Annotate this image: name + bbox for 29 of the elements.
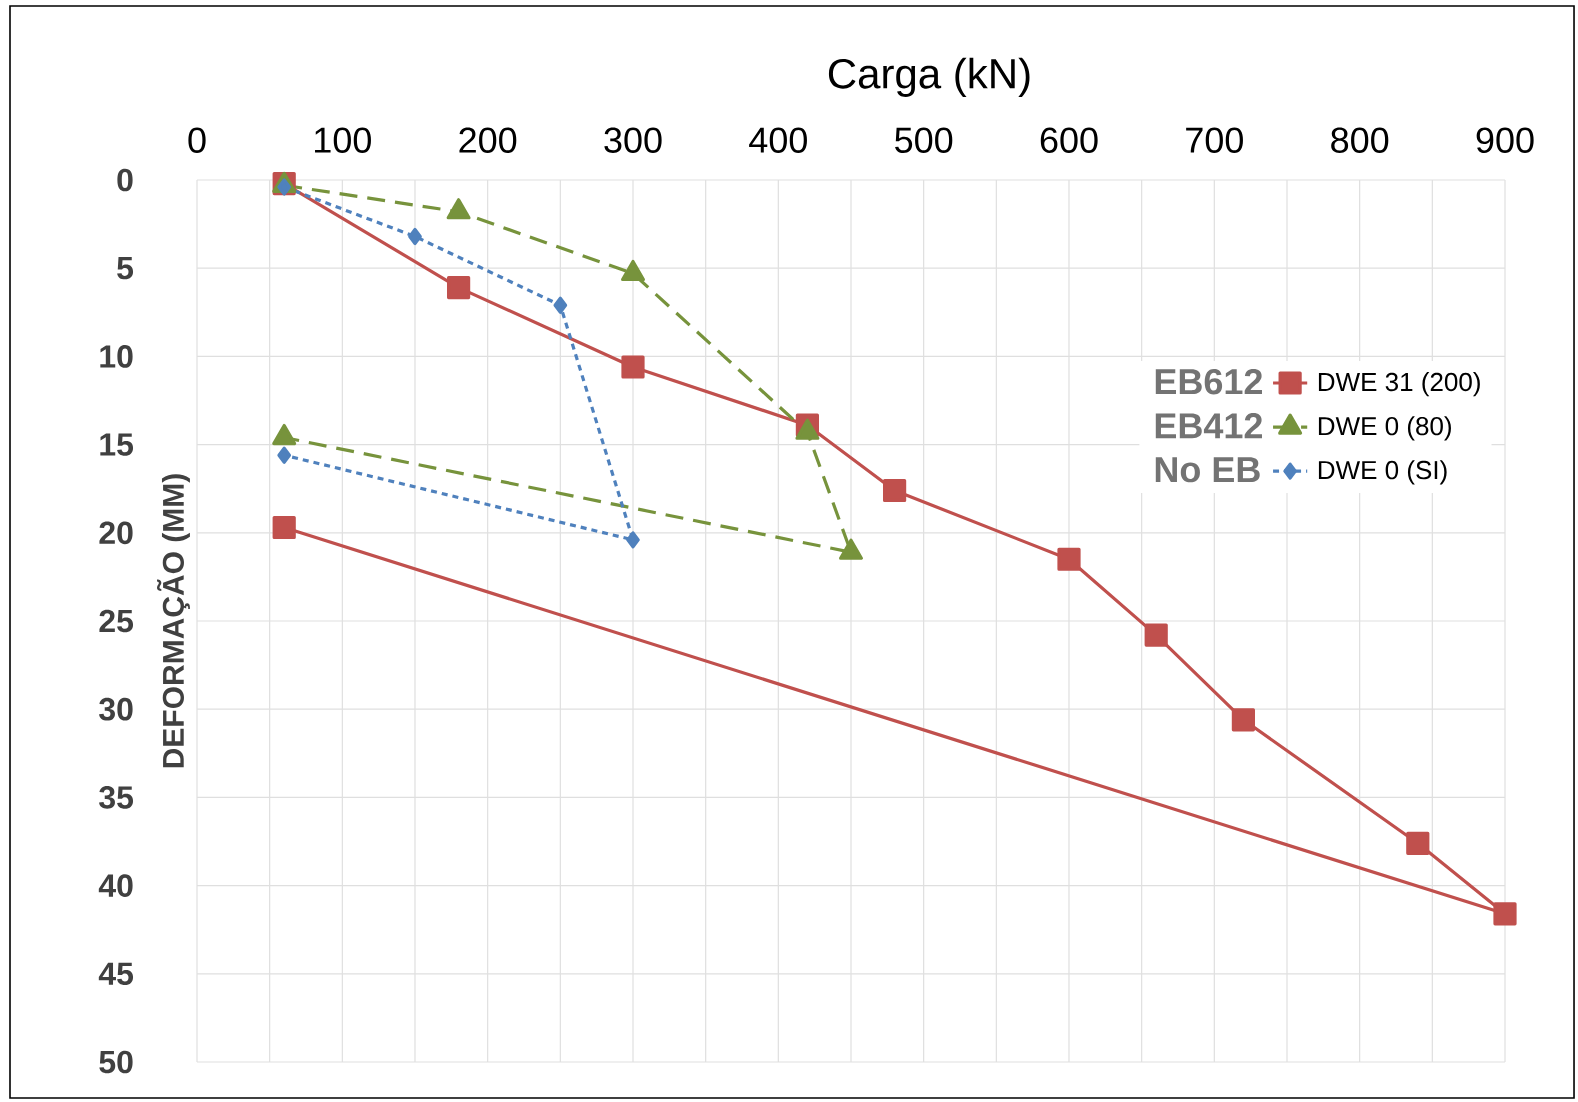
legend-label: DWE 0 (SI) — [1318, 460, 1447, 485]
y-tick-label: 10 — [100, 345, 133, 368]
annotation: EB612 — [1155, 368, 1262, 395]
x-tick-label: 500 — [895, 127, 953, 153]
y-tick-label: 50 — [99, 1050, 133, 1074]
annotation: EB412 — [1155, 413, 1262, 439]
legend-label: DWE 31 (200) — [1318, 372, 1480, 397]
x-tick-label: 900 — [1476, 127, 1534, 153]
legend-label: DWE 0 (80) — [1318, 416, 1451, 441]
x-tick-label: 800 — [1331, 127, 1389, 153]
annotation: No EB — [1155, 457, 1260, 483]
y-tick-label: 35 — [99, 786, 134, 809]
x-tick-label: 400 — [749, 127, 807, 153]
y-tick-label: 30 — [99, 697, 133, 721]
y-tick-label: 20 — [99, 521, 133, 545]
y-tick-label: 25 — [99, 609, 134, 633]
y-tick-label: 5 — [117, 257, 134, 280]
x-tick-label: 300 — [604, 127, 662, 153]
y-tick-label: 40 — [98, 874, 133, 897]
x-tick-label: 600 — [1040, 127, 1098, 153]
y-tick-label: 15 — [100, 433, 134, 456]
y-tick-label: 45 — [98, 962, 134, 985]
x-tick-label: 700 — [1186, 127, 1243, 153]
x-axis-title: Carga (kN) — [828, 57, 1030, 97]
y-axis-title: DEFORMAÇÃO (MM) — [157, 474, 190, 768]
x-tick-label: 0 — [188, 127, 206, 153]
y-tick-label: 0 — [117, 168, 133, 192]
x-tick-label: 200 — [459, 127, 517, 153]
x-tick-label: 100 — [315, 127, 371, 153]
